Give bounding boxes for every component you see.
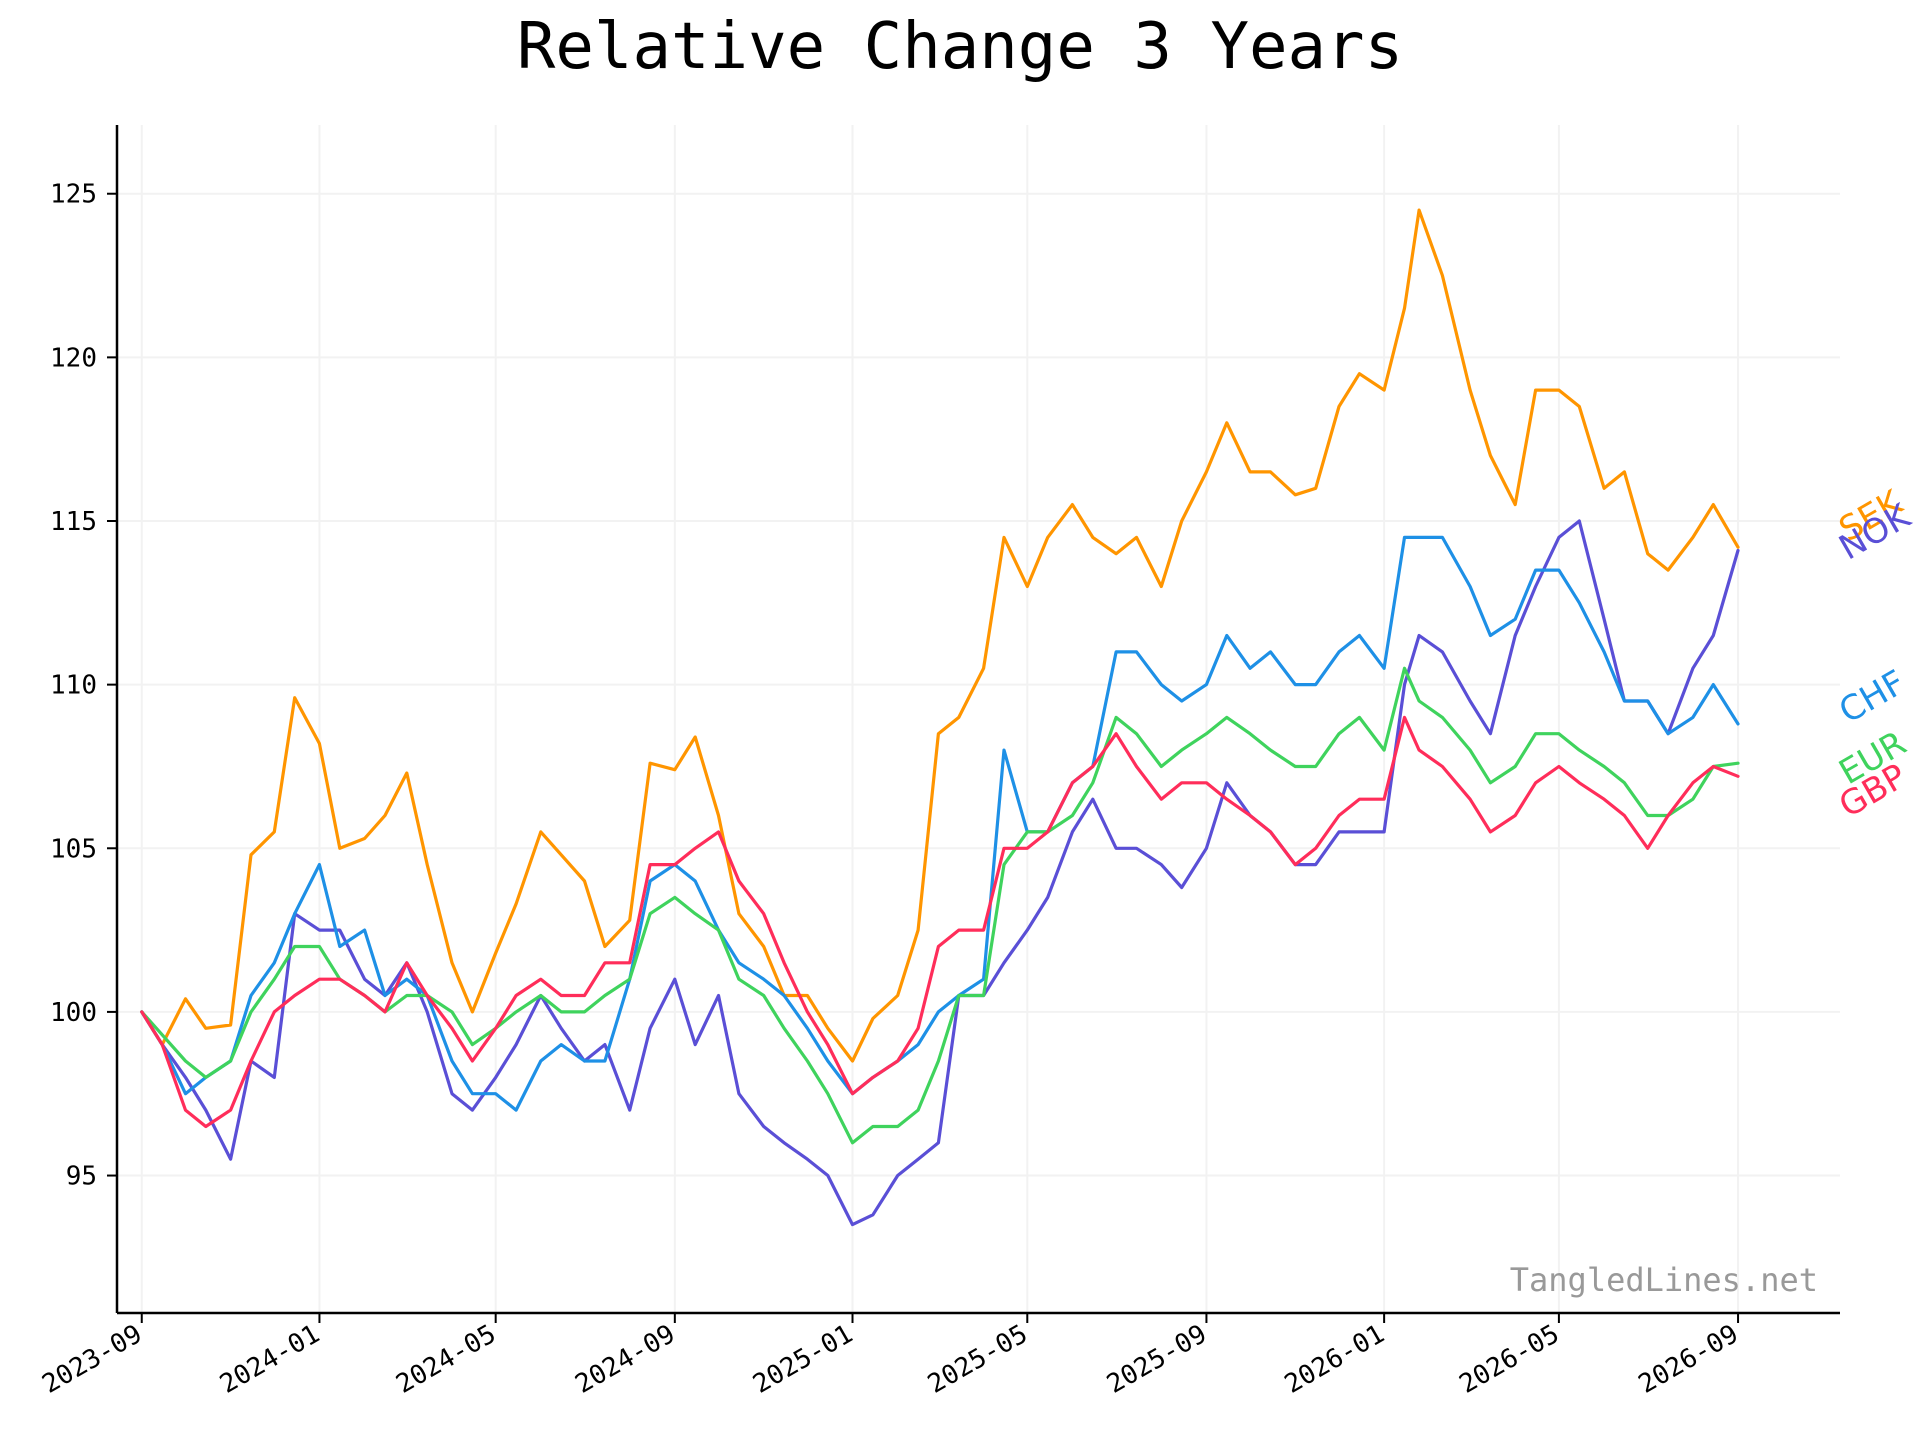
- y-tick-label: 105: [50, 834, 97, 864]
- series-lines: [140, 208, 1740, 1227]
- chart-title: Relative Change 3 Years: [517, 10, 1403, 84]
- series-line-eur: [140, 666, 1740, 1145]
- y-tick-label: 125: [50, 180, 97, 210]
- y-tick-label: 120: [50, 343, 97, 373]
- watermark-text: TangledLines.net: [1510, 1261, 1818, 1299]
- y-tick-label: 115: [50, 507, 97, 537]
- y-tick-label: 110: [50, 671, 97, 701]
- grid: [117, 125, 1840, 1313]
- series-line-sek: [140, 208, 1740, 1063]
- series-line-gbp: [140, 715, 1740, 1129]
- series-line-chf: [140, 535, 1740, 1112]
- y-tick-label: 100: [50, 998, 97, 1028]
- y-tick-label: 95: [66, 1162, 97, 1192]
